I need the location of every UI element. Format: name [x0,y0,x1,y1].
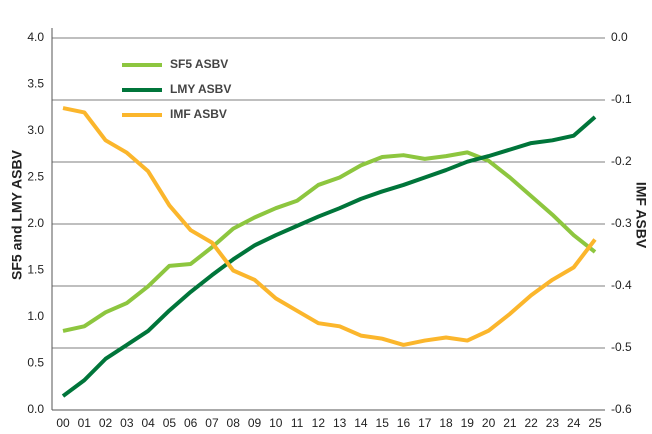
x-tick-label: 10 [269,416,283,430]
y-tick-label: 2.5 [27,170,44,184]
y2-tick-label: 0.0 [611,30,628,44]
y2-tick-label: -0.5 [611,340,632,354]
x-tick-label: 21 [503,416,517,430]
y-tick-label: 1.0 [27,309,44,323]
y-tick-label: 3.5 [27,77,44,91]
x-tick-label: 25 [588,416,602,430]
y-tick-label: 1.5 [27,263,44,277]
x-tick-label: 02 [99,416,113,430]
y2-tick-label: -0.1 [611,92,632,106]
y-tick-label: 0.5 [27,356,44,370]
legend-label: LMY ASBV [170,82,231,96]
x-tick-label: 15 [376,416,390,430]
x-tick-label: 19 [461,416,475,430]
x-tick-label: 03 [120,416,134,430]
series-line [62,106,597,347]
y-tick-label: 4.0 [27,30,44,44]
y-tick-label: 0.0 [27,402,44,416]
y2-tick-label: -0.2 [611,154,632,168]
series-line [62,150,597,333]
legend-label: SF5 ASBV [170,57,228,71]
x-tick-label: 05 [163,416,177,430]
x-tick-label: 14 [354,416,368,430]
x-tick-label: 17 [418,416,432,430]
y2-tick-label: -0.4 [611,278,632,292]
x-tick-label: 16 [397,416,411,430]
x-tick-label: 11 [291,416,304,430]
x-tick-label: 04 [141,416,155,430]
x-tick-label: 18 [439,416,453,430]
x-tick-label: 01 [78,416,92,430]
x-tick-label: 24 [567,416,581,430]
x-tick-label: 00 [56,416,70,430]
x-tick-label: 20 [482,416,496,430]
legend-label: IMF ASBV [170,107,227,121]
x-tick-label: 13 [333,416,347,430]
x-tick-label: 23 [546,416,560,430]
y2-axis-title: IMF ASBV [633,182,649,249]
x-tick-label: 09 [248,416,262,430]
y-axis-title: SF5 and LMY ASBV [9,149,25,280]
x-tick-label: 12 [312,416,326,430]
y2-tick-label: -0.3 [611,216,632,230]
y-tick-label: 2.0 [27,216,44,230]
x-tick-label: 07 [205,416,219,430]
x-tick-label: 06 [184,416,198,430]
x-tick-label: 08 [227,416,241,430]
x-tick-label: 22 [524,416,538,430]
y2-tick-label: -0.6 [611,402,632,416]
series-line [61,115,597,398]
y-tick-label: 3.0 [27,123,44,137]
